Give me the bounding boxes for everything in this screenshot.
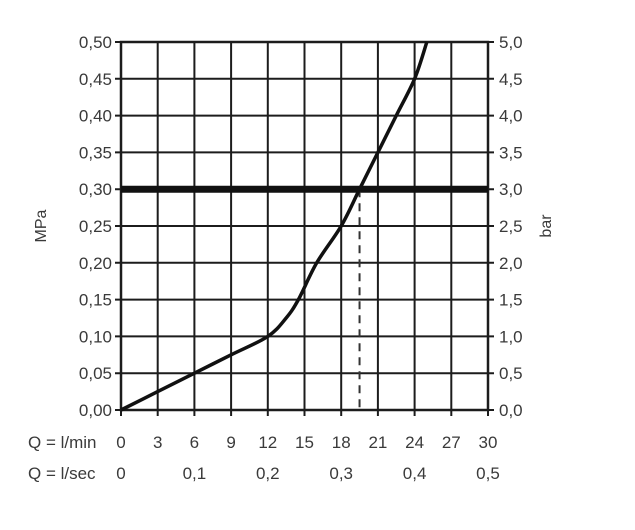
y-tick-left: 0,30	[79, 180, 112, 199]
flow-curve	[120, 41, 429, 412]
y-tick-right: 4,5	[499, 70, 523, 89]
grid-lines	[115, 41, 494, 416]
x-tick: 30	[479, 433, 498, 452]
y-tick-left: 0,25	[79, 217, 112, 236]
x-tick: 9	[226, 433, 235, 452]
y-tick-left: 0,35	[79, 143, 112, 162]
y-tick-left: 0,05	[79, 364, 112, 383]
x-tick: 21	[368, 433, 387, 452]
x-tick: 0,2	[256, 464, 280, 483]
x-axis-row-label: Q = l/min	[28, 433, 97, 452]
y-tick-right: 3,0	[499, 180, 523, 199]
x-tick: 0	[116, 433, 125, 452]
y-axis-title-mpa: MPa	[33, 209, 50, 242]
y-tick-left: 0,50	[79, 33, 112, 52]
y-tick-left: 0,40	[79, 107, 112, 126]
y-tick-right: 4,0	[499, 107, 523, 126]
x-tick: 3	[153, 433, 162, 452]
y-tick-right: 5,0	[499, 33, 523, 52]
x-axis-row-label: Q = l/sec	[28, 464, 96, 483]
x-tick: 0,1	[183, 464, 207, 483]
y-tick-left: 0,20	[79, 254, 112, 273]
x-tick: 27	[442, 433, 461, 452]
x-tick: 24	[405, 433, 424, 452]
series-line	[120, 41, 429, 412]
y-axis-right-labels: 0,0 0,5 1,0 1,5 2,0 2,5 3,0 3,5 4,0 4,5 5,0	[499, 33, 523, 420]
x-tick: 0,4	[403, 464, 427, 483]
x-axis-labels: Q = l/min 0 3 6 9 12 15 18 21 24 27 30 Q = l/sec 0 0,1…	[28, 433, 500, 483]
y-tick-left: 0,45	[79, 70, 112, 89]
y-tick-left: 0,10	[79, 327, 112, 346]
y-tick-left: 0,15	[79, 291, 112, 310]
y-axis-left-labels: 0,00 0,05 0,10 0,15 0,20 0,25 0,30 0,35 0,40 0,45…	[79, 33, 112, 420]
y-tick-right: 2,5	[499, 217, 523, 236]
x-tick: 12	[258, 433, 277, 452]
y-tick-right: 0,5	[499, 364, 523, 383]
y-tick-right: 0,0	[499, 401, 523, 420]
y-tick-right: 1,0	[499, 327, 523, 346]
y-tick-right: 1,5	[499, 291, 523, 310]
plot-frame	[119, 40, 490, 412]
x-tick: 18	[332, 433, 351, 452]
y-tick-right: 3,5	[499, 143, 523, 162]
x-tick: 0	[116, 464, 125, 483]
x-tick: 15	[295, 433, 314, 452]
y-tick-right: 2,0	[499, 254, 523, 273]
x-tick: 0,3	[329, 464, 353, 483]
x-tick: 6	[190, 433, 199, 452]
y-axis-title-bar: bar	[538, 214, 555, 238]
y-tick-left: 0,00	[79, 401, 112, 420]
x-tick: 0,5	[476, 464, 500, 483]
